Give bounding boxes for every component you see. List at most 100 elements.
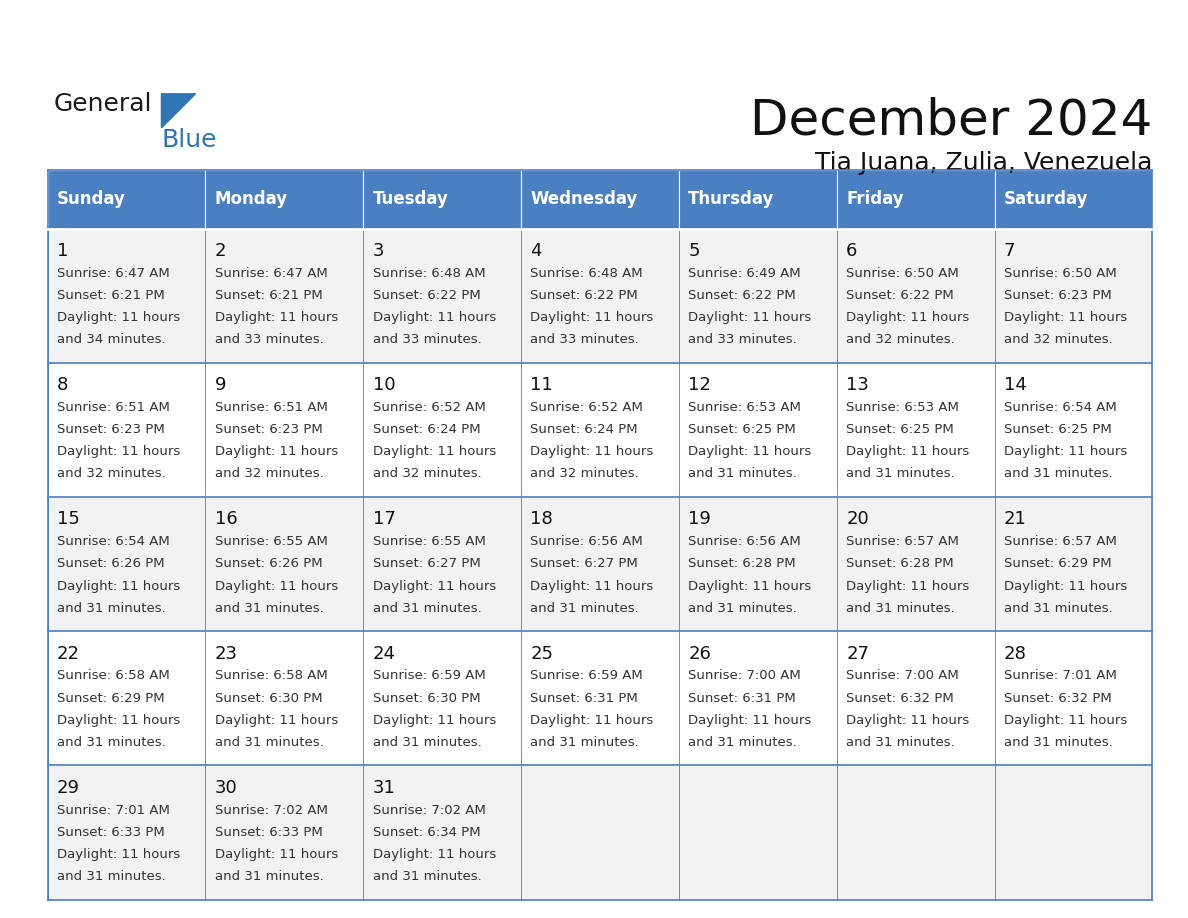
Text: 22: 22 xyxy=(57,644,80,663)
Text: Sunset: 6:22 PM: Sunset: 6:22 PM xyxy=(373,289,480,302)
Text: Sunrise: 6:52 AM: Sunrise: 6:52 AM xyxy=(373,401,486,414)
Text: and 31 minutes.: and 31 minutes. xyxy=(688,736,797,749)
Text: 24: 24 xyxy=(373,644,396,663)
Bar xyxy=(48,497,1152,632)
Text: Daylight: 11 hours: Daylight: 11 hours xyxy=(688,445,811,458)
Text: and 32 minutes.: and 32 minutes. xyxy=(57,467,166,480)
Text: and 31 minutes.: and 31 minutes. xyxy=(57,870,166,883)
Text: and 31 minutes.: and 31 minutes. xyxy=(531,601,639,615)
Text: 12: 12 xyxy=(688,376,712,394)
Text: and 33 minutes.: and 33 minutes. xyxy=(373,333,481,346)
Text: Daylight: 11 hours: Daylight: 11 hours xyxy=(373,579,495,592)
Text: 26: 26 xyxy=(688,644,712,663)
Bar xyxy=(364,170,522,229)
Text: Sunset: 6:22 PM: Sunset: 6:22 PM xyxy=(531,289,638,302)
Text: 5: 5 xyxy=(688,242,700,260)
Text: and 31 minutes.: and 31 minutes. xyxy=(1004,467,1113,480)
Text: and 32 minutes.: and 32 minutes. xyxy=(846,333,955,346)
Text: Sunset: 6:24 PM: Sunset: 6:24 PM xyxy=(531,423,638,436)
Text: Thursday: Thursday xyxy=(688,190,775,208)
Text: 27: 27 xyxy=(846,644,870,663)
Text: Sunset: 6:31 PM: Sunset: 6:31 PM xyxy=(688,691,796,705)
Text: and 31 minutes.: and 31 minutes. xyxy=(846,601,955,615)
Text: Sunset: 6:31 PM: Sunset: 6:31 PM xyxy=(531,691,638,705)
Text: Sunrise: 6:48 AM: Sunrise: 6:48 AM xyxy=(531,267,643,280)
Text: Sunrise: 6:49 AM: Sunrise: 6:49 AM xyxy=(688,267,801,280)
Text: Sunset: 6:22 PM: Sunset: 6:22 PM xyxy=(846,289,954,302)
Text: Sunrise: 7:00 AM: Sunrise: 7:00 AM xyxy=(846,669,959,682)
Text: and 33 minutes.: and 33 minutes. xyxy=(531,333,639,346)
Text: Daylight: 11 hours: Daylight: 11 hours xyxy=(215,445,339,458)
Text: and 31 minutes.: and 31 minutes. xyxy=(846,736,955,749)
Text: Sunrise: 6:50 AM: Sunrise: 6:50 AM xyxy=(1004,267,1117,280)
Text: Daylight: 11 hours: Daylight: 11 hours xyxy=(57,311,181,324)
Text: Daylight: 11 hours: Daylight: 11 hours xyxy=(1004,579,1127,592)
Text: Sunrise: 6:59 AM: Sunrise: 6:59 AM xyxy=(531,669,643,682)
Text: Sunrise: 6:48 AM: Sunrise: 6:48 AM xyxy=(373,267,485,280)
Bar xyxy=(48,632,1152,766)
Text: Daylight: 11 hours: Daylight: 11 hours xyxy=(1004,311,1127,324)
Text: and 31 minutes.: and 31 minutes. xyxy=(57,736,166,749)
Text: 1: 1 xyxy=(57,242,69,260)
Text: 18: 18 xyxy=(531,510,554,529)
Bar xyxy=(48,766,1152,900)
Text: 9: 9 xyxy=(215,376,227,394)
Bar xyxy=(836,170,994,229)
Polygon shape xyxy=(162,94,196,128)
Text: General: General xyxy=(53,92,152,116)
Text: and 31 minutes.: and 31 minutes. xyxy=(1004,601,1113,615)
Text: Daylight: 11 hours: Daylight: 11 hours xyxy=(531,579,653,592)
Text: Sunset: 6:26 PM: Sunset: 6:26 PM xyxy=(57,557,165,570)
Bar xyxy=(48,170,206,229)
Text: and 31 minutes.: and 31 minutes. xyxy=(531,736,639,749)
Bar xyxy=(994,170,1152,229)
Text: Sunset: 6:33 PM: Sunset: 6:33 PM xyxy=(215,826,323,839)
Text: and 34 minutes.: and 34 minutes. xyxy=(57,333,165,346)
Text: Daylight: 11 hours: Daylight: 11 hours xyxy=(57,445,181,458)
Text: and 31 minutes.: and 31 minutes. xyxy=(1004,736,1113,749)
Text: Sunrise: 7:01 AM: Sunrise: 7:01 AM xyxy=(1004,669,1117,682)
Bar xyxy=(48,363,1152,497)
Bar xyxy=(522,170,678,229)
Text: Sunrise: 6:58 AM: Sunrise: 6:58 AM xyxy=(215,669,328,682)
Text: Daylight: 11 hours: Daylight: 11 hours xyxy=(215,311,339,324)
Text: 23: 23 xyxy=(215,644,238,663)
Text: Daylight: 11 hours: Daylight: 11 hours xyxy=(846,445,969,458)
Text: Daylight: 11 hours: Daylight: 11 hours xyxy=(688,311,811,324)
Text: Daylight: 11 hours: Daylight: 11 hours xyxy=(373,714,495,727)
Text: and 31 minutes.: and 31 minutes. xyxy=(57,601,166,615)
Text: and 31 minutes.: and 31 minutes. xyxy=(373,601,481,615)
Text: Sunset: 6:32 PM: Sunset: 6:32 PM xyxy=(1004,691,1112,705)
Text: Daylight: 11 hours: Daylight: 11 hours xyxy=(531,714,653,727)
Text: Sunrise: 6:58 AM: Sunrise: 6:58 AM xyxy=(57,669,170,682)
Text: Sunset: 6:24 PM: Sunset: 6:24 PM xyxy=(373,423,480,436)
Text: Sunset: 6:30 PM: Sunset: 6:30 PM xyxy=(215,691,322,705)
Text: Sunset: 6:23 PM: Sunset: 6:23 PM xyxy=(57,423,165,436)
Text: Sunset: 6:25 PM: Sunset: 6:25 PM xyxy=(1004,423,1112,436)
Text: and 31 minutes.: and 31 minutes. xyxy=(215,870,323,883)
Text: and 31 minutes.: and 31 minutes. xyxy=(688,601,797,615)
Text: Sunset: 6:23 PM: Sunset: 6:23 PM xyxy=(215,423,323,436)
Text: 16: 16 xyxy=(215,510,238,529)
Text: Sunset: 6:32 PM: Sunset: 6:32 PM xyxy=(846,691,954,705)
Text: 28: 28 xyxy=(1004,644,1026,663)
Text: Daylight: 11 hours: Daylight: 11 hours xyxy=(688,579,811,592)
Text: December 2024: December 2024 xyxy=(750,96,1152,144)
Text: Sunset: 6:27 PM: Sunset: 6:27 PM xyxy=(373,557,480,570)
Text: Sunrise: 6:57 AM: Sunrise: 6:57 AM xyxy=(846,535,959,548)
Text: 10: 10 xyxy=(373,376,396,394)
Text: Sunset: 6:25 PM: Sunset: 6:25 PM xyxy=(688,423,796,436)
Text: Sunrise: 6:53 AM: Sunrise: 6:53 AM xyxy=(846,401,959,414)
Text: Sunrise: 6:54 AM: Sunrise: 6:54 AM xyxy=(57,535,170,548)
Text: 31: 31 xyxy=(373,778,396,797)
Text: Sunday: Sunday xyxy=(57,190,126,208)
Text: Sunrise: 7:02 AM: Sunrise: 7:02 AM xyxy=(373,803,486,817)
Text: Sunrise: 6:51 AM: Sunrise: 6:51 AM xyxy=(57,401,170,414)
Text: Daylight: 11 hours: Daylight: 11 hours xyxy=(57,714,181,727)
Text: 2: 2 xyxy=(215,242,227,260)
Text: Sunset: 6:25 PM: Sunset: 6:25 PM xyxy=(846,423,954,436)
Text: Tia Juana, Zulia, Venezuela: Tia Juana, Zulia, Venezuela xyxy=(815,151,1152,175)
Text: Tuesday: Tuesday xyxy=(373,190,449,208)
Text: Daylight: 11 hours: Daylight: 11 hours xyxy=(1004,714,1127,727)
Text: Sunset: 6:26 PM: Sunset: 6:26 PM xyxy=(215,557,322,570)
